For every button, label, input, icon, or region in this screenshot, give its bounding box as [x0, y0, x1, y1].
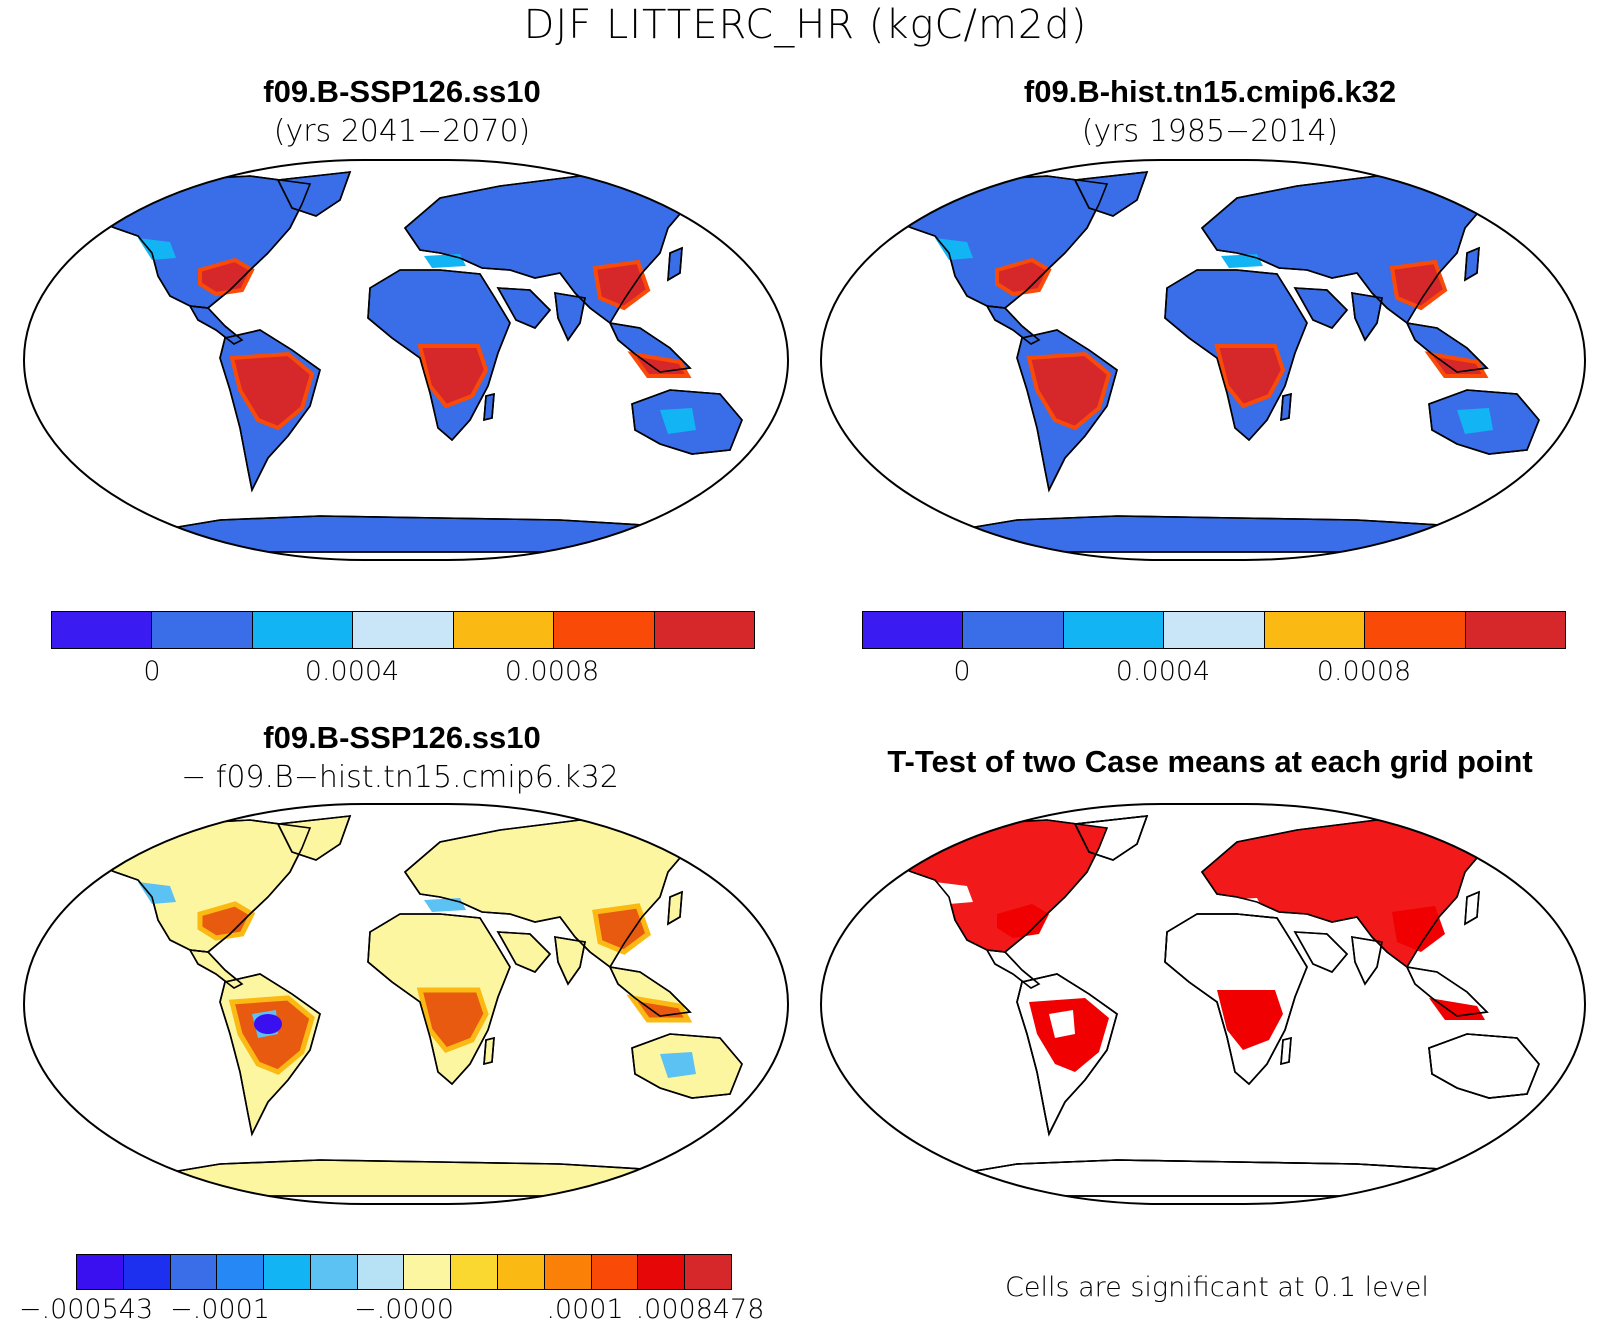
colorbar-panel-3	[76, 1254, 732, 1290]
significant-region	[1202, 820, 1517, 967]
significant-region	[997, 904, 1049, 938]
field-region	[138, 238, 176, 260]
map-panel-1	[23, 159, 789, 561]
cb3-tick-label: .0001	[546, 1294, 624, 1325]
colorbar-panel-1	[51, 611, 755, 649]
cb2-tick-label: 0	[953, 656, 971, 687]
colorbar-swatch	[451, 1255, 499, 1289]
colorbar-swatch	[252, 612, 354, 648]
colorbar-swatch	[353, 612, 454, 648]
cb1-tick-label: 0.0008	[504, 656, 600, 687]
map-border	[23, 159, 789, 561]
map-border	[820, 159, 1586, 561]
cb1-tick-label: 0	[143, 656, 161, 687]
significant-region	[1392, 906, 1445, 952]
panel2-subtitle: (yrs 1985−2014)	[1081, 114, 1339, 149]
colorbar-swatch	[77, 1255, 124, 1289]
field-region	[138, 882, 176, 904]
colorbar-swatch	[357, 1255, 405, 1289]
significance-footnote: Cells are significant at 0.1 level	[1005, 1272, 1429, 1303]
colorbar-swatch	[544, 1255, 592, 1289]
field-region	[995, 257, 1052, 297]
field-region	[592, 259, 651, 311]
cb2-tick-label: 0.0008	[1316, 656, 1412, 687]
field-region	[935, 238, 973, 260]
insignificant-region	[935, 882, 973, 904]
panel1-subtitle: (yrs 2041−2070)	[273, 114, 531, 149]
field-region	[1457, 408, 1493, 434]
colorbar-swatch	[1365, 612, 1466, 648]
significant-region	[887, 820, 1107, 952]
colorbar-swatch	[638, 1255, 686, 1289]
panel4-title: T-Test of two Case means at each grid po…	[887, 744, 1533, 779]
field-region	[197, 901, 256, 941]
colorbar-swatch	[152, 612, 253, 648]
map-panel-2	[820, 159, 1586, 561]
field-region	[660, 408, 696, 434]
field-region	[592, 903, 651, 955]
field-region	[1026, 351, 1112, 431]
colorbar-swatch	[1164, 612, 1265, 648]
cb3-tick-label: −.0001	[170, 1294, 270, 1325]
cb2-tick-label: 0.0004	[1115, 656, 1211, 687]
colorbar-swatch	[498, 1255, 545, 1289]
colorbar-swatch	[863, 612, 964, 648]
insignificant-region	[1049, 1010, 1075, 1038]
map-border	[820, 803, 1586, 1205]
map-panel-3	[23, 803, 789, 1205]
colorbar-swatch	[591, 1255, 639, 1289]
colorbar-swatch	[264, 1255, 311, 1289]
field-region	[254, 1014, 282, 1034]
field-region	[416, 987, 489, 1053]
insignificant-region	[1457, 1052, 1493, 1078]
colorbar-swatch	[310, 1255, 358, 1289]
field-region	[1389, 259, 1448, 311]
colorbar-swatch	[123, 1255, 171, 1289]
significant-region	[1217, 990, 1283, 1050]
field-region	[229, 351, 315, 431]
field-region	[417, 344, 489, 409]
panel3-title: f09.B-SSP126.ss10	[263, 720, 541, 755]
figure-title: DJF LITTERC_HR (kgC/m2d)	[523, 2, 1088, 48]
map-border	[23, 803, 789, 1205]
colorbar-swatch	[554, 612, 655, 648]
colorbar-swatch	[685, 1255, 731, 1289]
cb3-tick-label: −.000543	[18, 1294, 154, 1325]
colorbar-swatch	[170, 1255, 218, 1289]
colorbar-swatch	[654, 612, 754, 648]
colorbar-panel-2	[862, 611, 1566, 649]
colorbar-swatch	[453, 612, 555, 648]
colorbar-swatch	[404, 1255, 452, 1289]
cb1-tick-label: 0.0004	[304, 656, 400, 687]
field-region	[198, 257, 255, 297]
colorbar-swatch	[963, 612, 1064, 648]
panel2-title: f09.B-hist.tn15.cmip6.k32	[1023, 74, 1397, 109]
colorbar-swatch	[52, 612, 153, 648]
field-region	[660, 1052, 696, 1078]
panel1-title: f09.B-SSP126.ss10	[263, 74, 541, 109]
map-panel-4	[820, 803, 1586, 1205]
cb3-tick-label: .0008478	[635, 1294, 765, 1325]
colorbar-swatch	[217, 1255, 265, 1289]
field-region	[1214, 344, 1286, 409]
panel3-subtitle: − f09.B−hist.tn15.cmip6.k32	[181, 760, 619, 795]
colorbar-swatch	[1264, 612, 1366, 648]
colorbar-swatch	[1063, 612, 1165, 648]
cb3-tick-label: −.0000	[354, 1294, 454, 1325]
colorbar-swatch	[1465, 612, 1565, 648]
